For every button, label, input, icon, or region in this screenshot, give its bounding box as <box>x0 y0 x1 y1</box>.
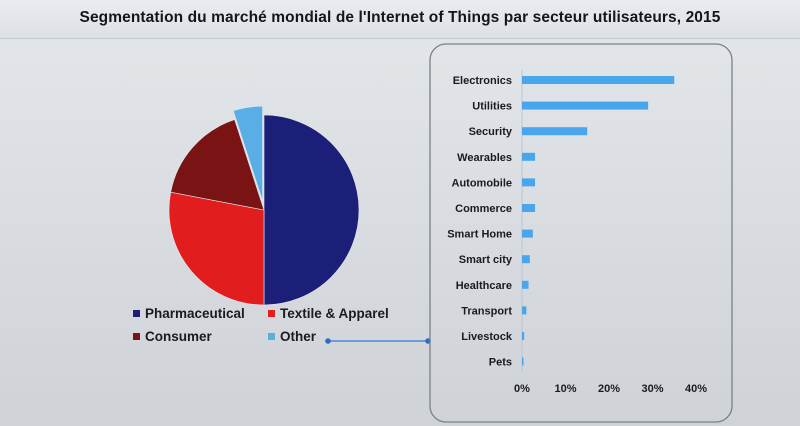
legend-label-other: Other <box>280 329 317 344</box>
bar-smart-home <box>522 229 533 238</box>
bar-label-transport: Transport <box>461 305 512 317</box>
x-tick-3: 30% <box>641 383 663 395</box>
pie-legend: Pharmaceutical Textile & Apparel Consumer O… <box>133 306 389 344</box>
chart-title: Segmentation du marché mondial de l'Inte… <box>79 9 721 26</box>
pie-slice-textile-and-apparel <box>168 191 265 306</box>
x-tick-2: 20% <box>598 383 620 395</box>
pie-slice-other <box>232 105 263 202</box>
bar-chart: Electronics Utilities Security Wearables Aut… <box>447 70 707 395</box>
bar-label-livestock: Livestock <box>461 331 513 343</box>
legend-swatch-textile-and-apparel <box>268 310 275 317</box>
connector-dot-left <box>325 338 331 344</box>
pie-slice-consumer <box>170 119 265 211</box>
legend-label-pharmaceutical: Pharmaceutical <box>145 306 245 321</box>
bar-chart-panel <box>429 43 733 423</box>
legend-label-textile-and-apparel: Textile & Apparel <box>280 306 389 321</box>
bar-transport <box>522 306 527 315</box>
connector <box>325 338 431 344</box>
legend-swatch-pharmaceutical <box>133 310 140 317</box>
bar-label-utilities: Utilities <box>472 101 512 113</box>
bar-label-commerce: Commerce <box>455 203 512 215</box>
bar-label-electronics: Electronics <box>453 75 512 87</box>
legend-swatch-other <box>268 333 275 340</box>
bar-smart-city <box>522 255 530 264</box>
bar-label-smart-city: Smart city <box>459 254 513 266</box>
bar-wearables <box>522 152 536 161</box>
bar-label-pets: Pets <box>489 357 512 369</box>
pie-chart <box>168 105 360 306</box>
bar-automobile <box>522 178 536 187</box>
bar-label-wearables: Wearables <box>457 152 512 164</box>
legend-label-consumer: Consumer <box>145 329 213 344</box>
pie-slice-pharmaceutical <box>263 114 360 306</box>
x-tick-1: 10% <box>554 383 576 395</box>
bar-livestock <box>522 332 525 340</box>
title-bar <box>0 0 800 39</box>
bar-label-security: Security <box>469 126 513 138</box>
bar-label-automobile: Automobile <box>452 177 513 189</box>
x-tick-0: 0% <box>514 383 530 395</box>
bar-security <box>522 127 588 136</box>
bar-label-smart-home: Smart Home <box>447 229 512 241</box>
legend-swatch-consumer <box>133 333 140 340</box>
x-tick-4: 40% <box>685 383 707 395</box>
bar-label-healthcare: Healthcare <box>456 280 512 292</box>
bar-commerce <box>522 204 536 212</box>
bar-utilities <box>522 101 649 110</box>
bar-healthcare <box>522 280 529 289</box>
bar-electronics <box>522 76 675 84</box>
bar-pets <box>522 357 524 366</box>
